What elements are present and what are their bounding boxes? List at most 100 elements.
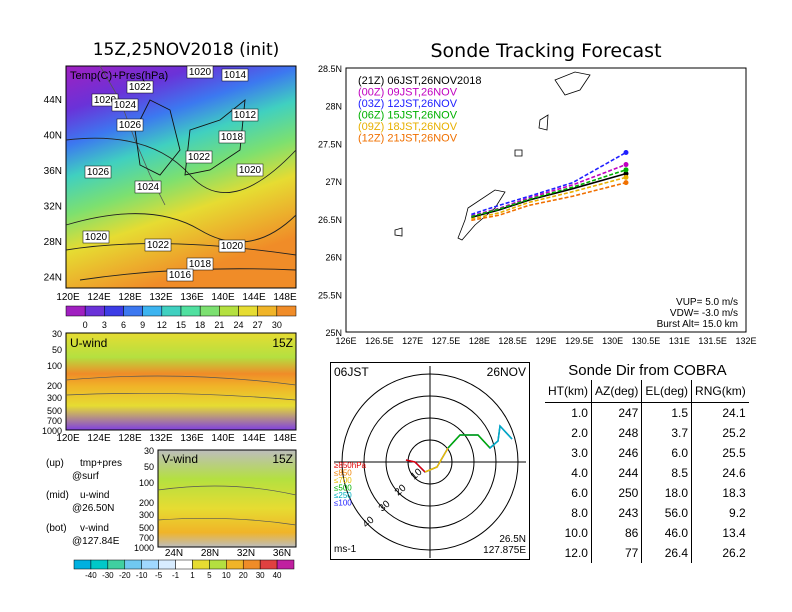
pressure-tick-label: 30 bbox=[144, 446, 154, 456]
isobar-label-box bbox=[166, 268, 194, 282]
colorbar-swatch bbox=[142, 305, 163, 317]
track-end-point bbox=[623, 180, 629, 186]
colorbar-tick-label: 21 bbox=[214, 320, 224, 330]
table-row: 10.0 86 46.0 13.4 bbox=[545, 523, 749, 543]
note-key: (mid) bbox=[46, 490, 69, 501]
isobar-label: 1026 bbox=[119, 120, 142, 131]
table-cell: 3.7 bbox=[641, 423, 692, 443]
tracking-legend: (21Z) 06JST,26NOV2018(00Z) 09JST,26NOV(0… bbox=[358, 75, 482, 145]
table-cell: 13.4 bbox=[691, 523, 749, 543]
table-row: 12.0 77 26.4 26.2 bbox=[545, 543, 749, 563]
colorbar-tick-label: 15 bbox=[176, 320, 186, 330]
colorbar-tick-label: -5 bbox=[155, 571, 163, 580]
tracking-series bbox=[471, 149, 629, 222]
table-cell: 18.0 bbox=[641, 483, 692, 503]
table-header-cell: AZ(deg) bbox=[590, 380, 642, 403]
pressure-tick-label: 50 bbox=[52, 345, 62, 355]
lon-tick-label: 144E bbox=[242, 433, 266, 444]
lon-tick-label: 127.5E bbox=[432, 336, 461, 346]
param-label: Burst Alt= 15.0 km bbox=[657, 319, 738, 330]
colorbar-tick-label: 3 bbox=[102, 320, 107, 330]
table-row: 3.0 246 6.0 25.5 bbox=[545, 443, 749, 463]
colorbar-swatch bbox=[84, 305, 105, 317]
tracking-plot-frame bbox=[345, 67, 747, 333]
table-cell: 248 bbox=[590, 423, 642, 443]
lon-tick-label: 130.5E bbox=[632, 336, 661, 346]
lon-tick-label: 132E bbox=[149, 433, 173, 444]
note-value: v-wind bbox=[80, 523, 109, 534]
map-title: 15Z,25NOV2018 (init) bbox=[92, 40, 280, 60]
table-row: 4.0 244 8.5 24.6 bbox=[545, 463, 749, 483]
isobar-label: 1020 bbox=[94, 95, 117, 106]
table-cell: 10.0 bbox=[564, 526, 588, 540]
hodograph-upper bbox=[447, 434, 491, 449]
pressure-legend-entry: ≤700 bbox=[334, 476, 352, 485]
vwind-colorbar: -40 -30 -20 -10 -5 -1 1 5 10 20 30 40 bbox=[73, 559, 295, 580]
pressure-legend-entry: ≤250 bbox=[334, 491, 352, 500]
lon-tick-label: 136E bbox=[180, 292, 204, 303]
polar-time-left: 06JST bbox=[334, 365, 369, 379]
lon-tick-label: 131.5E bbox=[698, 336, 727, 346]
table-title: Sonde Dir from COBRA bbox=[568, 362, 727, 379]
lon-tick-label: 144E bbox=[242, 292, 266, 303]
colorbar-tick-label: 6 bbox=[121, 320, 126, 330]
table-cell: 24.6 bbox=[691, 463, 749, 483]
hodograph-top bbox=[489, 424, 513, 449]
lat-tick-label: 28.5N bbox=[318, 64, 342, 74]
table-row: 2.0 248 3.7 25.2 bbox=[545, 423, 749, 443]
pressure-tick-label: 200 bbox=[47, 381, 62, 391]
table-cell: 8.0 bbox=[571, 506, 588, 520]
track-end-point bbox=[623, 162, 629, 168]
isobar-label-box bbox=[236, 163, 264, 177]
colorbar-swatch bbox=[161, 305, 182, 317]
table-cell: 46.0 bbox=[641, 523, 692, 543]
temp-pressure-map: 1020 101410221020102410261012101810221026… bbox=[44, 65, 297, 330]
isobar-label: 1022 bbox=[188, 152, 211, 163]
track-end-point bbox=[623, 171, 629, 177]
vwind-lat-ticks: 24N 28N 32N 36N bbox=[165, 548, 291, 559]
table-header-cell: RNG(km) bbox=[691, 380, 749, 403]
lat-tick-label: 25.5N bbox=[318, 290, 342, 300]
track-end-point bbox=[623, 174, 629, 180]
sonde-table: HT(km) AZ(deg) EL(deg) RNG(km) 1.0 247 1.5 24.… bbox=[545, 380, 749, 563]
island-outline bbox=[538, 114, 549, 131]
legend-entry: (00Z) 09JST,26NOV bbox=[358, 87, 458, 99]
tracking-lon-ticks: 126E 126.5E 127E 127.5E 128E 128.5E 129E 129.5E… bbox=[335, 336, 756, 346]
lat-tick-label: 40N bbox=[44, 131, 62, 142]
table-cell: 9.2 bbox=[691, 503, 749, 523]
colorbar-tick-label: 1 bbox=[190, 571, 195, 580]
note-value: tmp+pres bbox=[80, 458, 122, 469]
table-cell: 86 bbox=[590, 523, 642, 543]
lon-tick-label: 126E bbox=[335, 336, 356, 346]
colorbar-tick-label: -10 bbox=[136, 571, 148, 580]
table-cell: 244 bbox=[590, 463, 642, 483]
colorbar-swatch bbox=[192, 559, 210, 570]
colorbar-swatch bbox=[219, 305, 239, 317]
isobar-labels: 1020 101410221020102410261012101810221026… bbox=[82, 65, 264, 282]
colorbar-swatch bbox=[123, 305, 143, 317]
lon-tick-label: 131E bbox=[669, 336, 690, 346]
lon-tick-label: 132E bbox=[735, 336, 756, 346]
colorbar-tick-label: 30 bbox=[256, 571, 265, 580]
track-series-line bbox=[471, 181, 627, 222]
isobar-label-box bbox=[84, 165, 112, 179]
coastline bbox=[184, 98, 246, 176]
isobar-label-box bbox=[111, 98, 139, 112]
temp-colorbar: 0 3 6 9 12 15 18 21 24 27 30 bbox=[65, 305, 297, 330]
table-cell: 2.0 bbox=[571, 426, 588, 440]
table-cell: 6.0 bbox=[641, 443, 692, 463]
lon-tick-label: 127E bbox=[402, 336, 423, 346]
isobar-label: 1018 bbox=[189, 259, 212, 270]
isobar-label-box bbox=[218, 239, 246, 253]
table-cell: 6.0 bbox=[571, 486, 588, 500]
colorbar-swatch bbox=[276, 305, 297, 317]
lon-tick-label: 128E bbox=[118, 292, 142, 303]
track-series-line bbox=[471, 169, 627, 218]
colorbar-tick-label: 18 bbox=[195, 320, 205, 330]
table-row: 6.0 250 18.0 18.3 bbox=[545, 483, 749, 503]
table-cell: 24.1 bbox=[691, 402, 749, 423]
colorbar-tick-label: 40 bbox=[273, 571, 282, 580]
island-outline bbox=[554, 71, 591, 96]
